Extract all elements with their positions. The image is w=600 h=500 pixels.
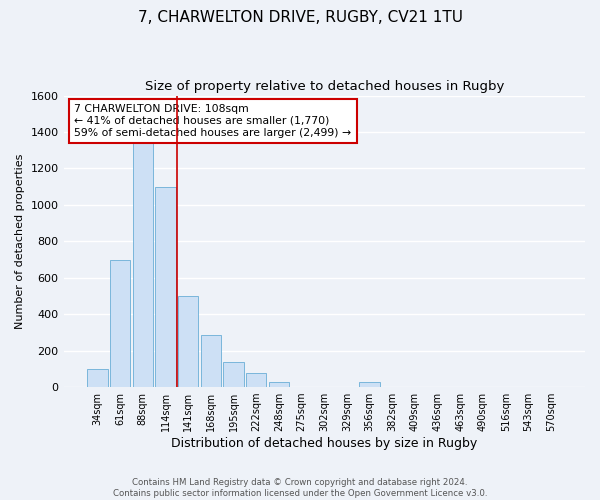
Title: Size of property relative to detached houses in Rugby: Size of property relative to detached ho…	[145, 80, 504, 93]
Bar	[269, 382, 289, 387]
Text: 7, CHARWELTON DRIVE, RUGBY, CV21 1TU: 7, CHARWELTON DRIVE, RUGBY, CV21 1TU	[137, 10, 463, 25]
Bar	[359, 382, 380, 387]
Bar	[110, 260, 130, 387]
Bar	[155, 186, 176, 387]
Text: Contains HM Land Registry data © Crown copyright and database right 2024.
Contai: Contains HM Land Registry data © Crown c…	[113, 478, 487, 498]
X-axis label: Distribution of detached houses by size in Rugby: Distribution of detached houses by size …	[171, 437, 478, 450]
Bar	[200, 335, 221, 387]
Bar	[178, 296, 199, 387]
Bar	[223, 362, 244, 387]
Bar	[133, 143, 153, 387]
Y-axis label: Number of detached properties: Number of detached properties	[15, 154, 25, 329]
Text: 7 CHARWELTON DRIVE: 108sqm
← 41% of detached houses are smaller (1,770)
59% of s: 7 CHARWELTON DRIVE: 108sqm ← 41% of deta…	[74, 104, 351, 138]
Bar	[246, 372, 266, 387]
Bar	[87, 369, 107, 387]
